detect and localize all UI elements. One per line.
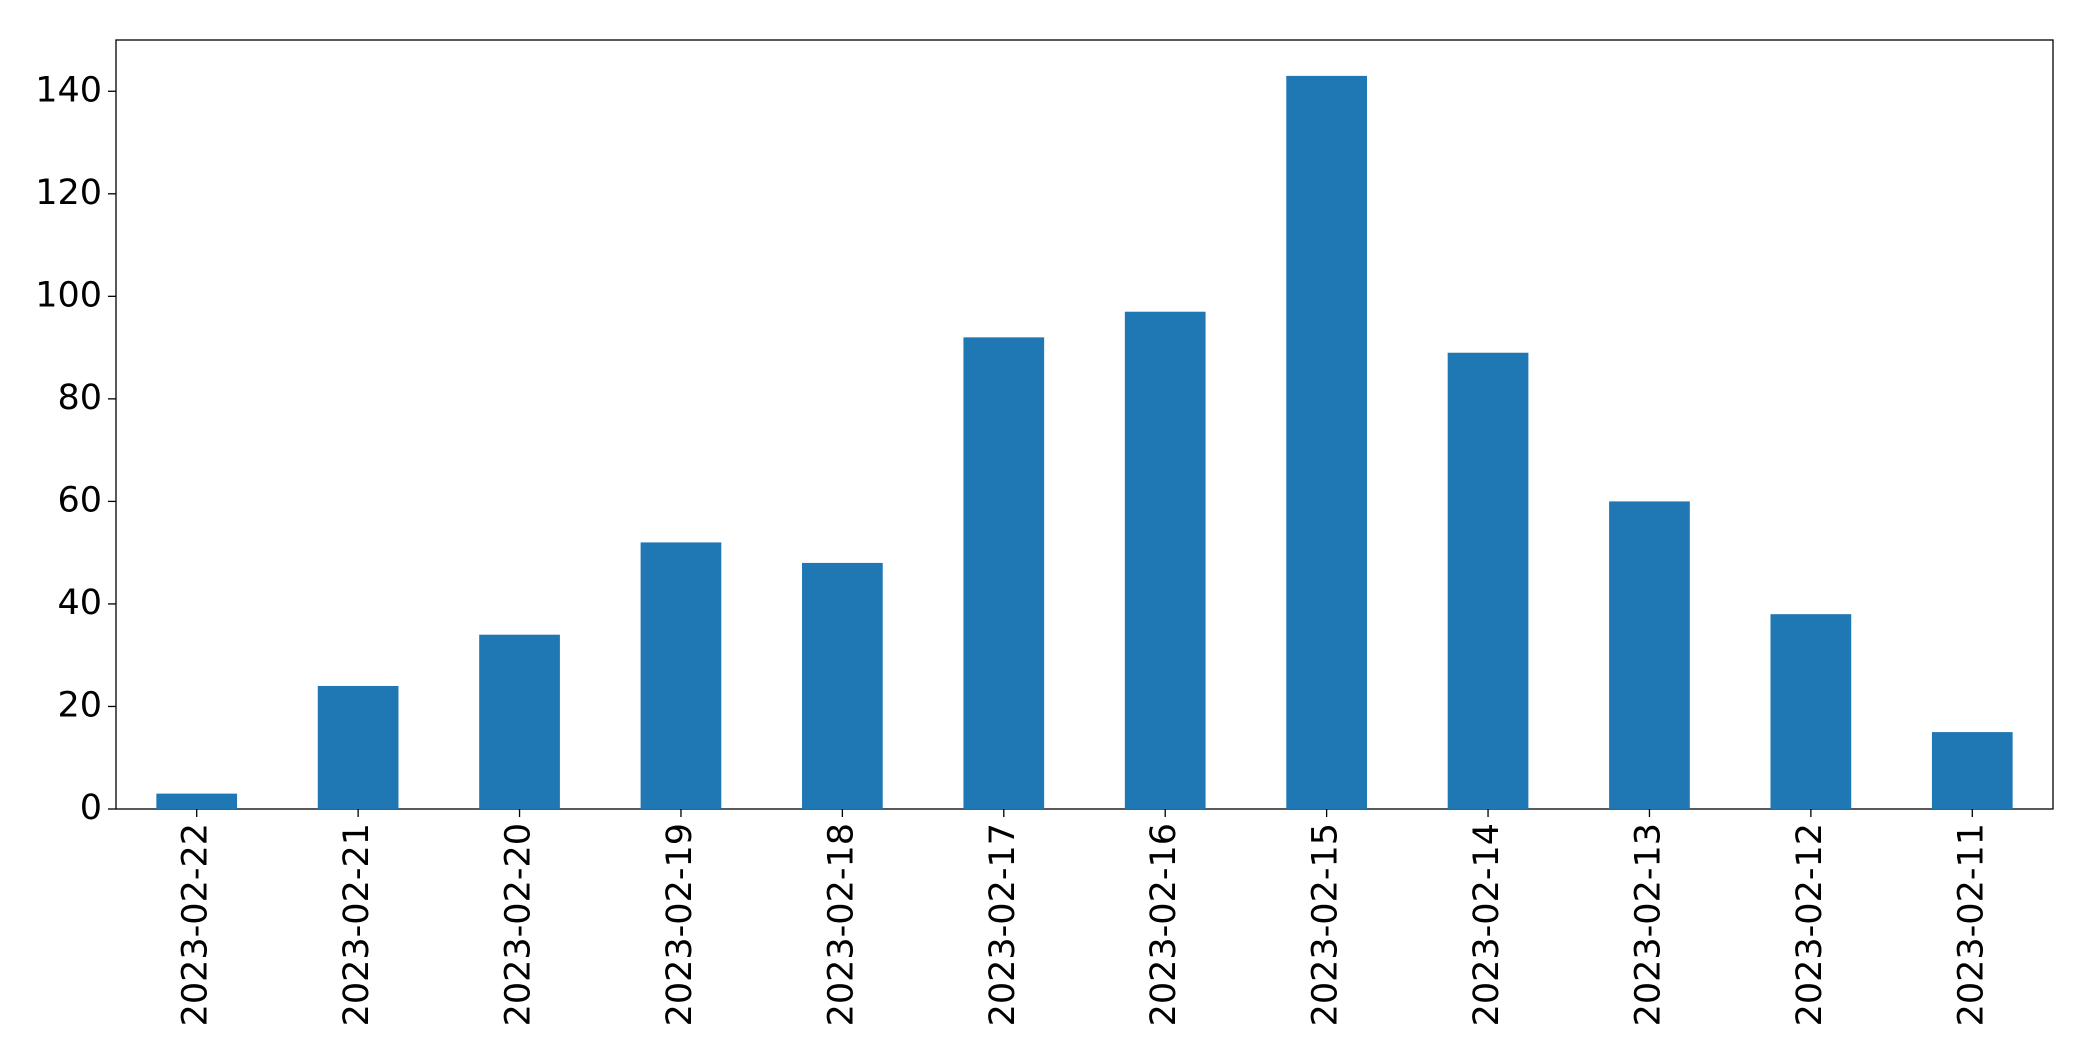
x-tick-label: 2023-02-12: [1790, 823, 1830, 1026]
x-tick-label: 2023-02-14: [1467, 823, 1507, 1026]
y-tick-label: 80: [57, 378, 102, 418]
bar: [1609, 501, 1690, 809]
bar: [1286, 75, 1367, 810]
bar: [479, 634, 560, 809]
x-tick-label: 2023-02-17: [983, 823, 1023, 1026]
y-tick-label: 40: [57, 583, 102, 623]
x-tick-label: 2023-02-20: [499, 823, 539, 1026]
bar: [802, 562, 883, 809]
y-tick-label: 120: [35, 173, 102, 213]
bar: [1770, 614, 1852, 809]
x-tick-label: 2023-02-18: [821, 823, 861, 1026]
bar: [1124, 311, 1206, 809]
x-tick-label: 2023-02-16: [1144, 823, 1184, 1026]
bar: [1447, 352, 1529, 809]
x-tick-label: 2023-02-19: [660, 823, 700, 1026]
bar: [640, 542, 722, 809]
x-tick-label: 2023-02-15: [1306, 823, 1346, 1026]
x-tick-label: 2023-02-13: [1628, 823, 1668, 1026]
bar: [963, 337, 1045, 809]
bar: [317, 685, 399, 809]
y-tick-label: 100: [35, 275, 102, 315]
y-tick-label: 60: [57, 480, 102, 520]
x-tick-label: 2023-02-11: [1951, 823, 1991, 1026]
y-tick-label: 20: [57, 685, 102, 725]
axes-frame: [115, 39, 2054, 810]
y-tick-label: 0: [80, 788, 102, 828]
bar: [1931, 732, 2013, 809]
y-tick-label: 140: [35, 70, 102, 110]
x-tick-label: 2023-02-22: [176, 823, 216, 1026]
x-tick-label: 2023-02-21: [337, 823, 377, 1026]
bar: [156, 793, 238, 809]
